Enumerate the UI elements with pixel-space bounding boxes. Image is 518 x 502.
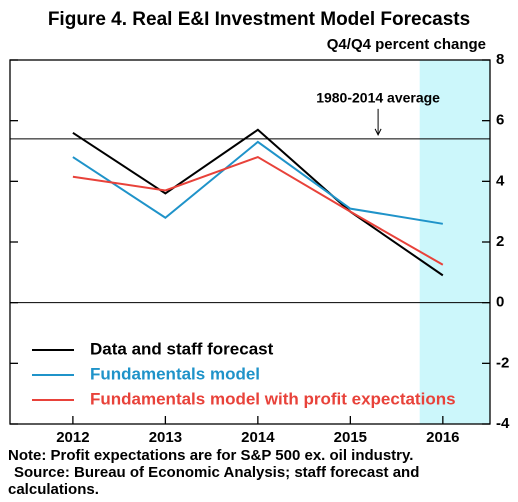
series-line <box>72 155 444 266</box>
x-tick-label: 2016 <box>426 429 459 446</box>
x-tick-label: 2013 <box>149 429 182 446</box>
y-tick-label: -2 <box>496 354 509 371</box>
forecast-shade <box>419 60 490 424</box>
legend-label: Fundamentals model <box>90 364 260 383</box>
y-tick-label: -4 <box>496 415 510 432</box>
x-tick-label: 2015 <box>334 429 367 446</box>
y-tick-label: 8 <box>496 51 504 68</box>
reference-arrowhead <box>374 128 382 136</box>
reference-label: 1980-2014 average <box>316 90 440 106</box>
y-tick-label: 2 <box>496 233 504 250</box>
y-tick-label: 4 <box>496 172 505 189</box>
x-tick-label: 2014 <box>241 429 275 446</box>
chart-subtitle: Q4/Q4 percent change <box>327 36 486 53</box>
legend-label: Data and staff forecast <box>90 339 274 358</box>
legend-label: Fundamentals model with profit expectati… <box>90 389 456 408</box>
note: calculations. <box>8 481 99 498</box>
series-line <box>72 128 444 277</box>
x-tick-label: 2012 <box>56 429 89 446</box>
y-tick-label: 6 <box>496 112 504 129</box>
series-line <box>72 140 443 225</box>
note: Source: Bureau of Economic Analysis; sta… <box>14 464 419 481</box>
y-tick-label: 0 <box>496 294 504 311</box>
note: Note: Profit expectations are for S&P 50… <box>8 447 413 464</box>
chart-title: Figure 4. Real E&I Investment Model Fore… <box>48 9 470 30</box>
